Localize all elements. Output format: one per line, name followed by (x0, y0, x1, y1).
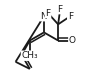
Text: CH₃: CH₃ (21, 51, 38, 60)
Text: F: F (68, 12, 73, 21)
Text: F: F (45, 9, 51, 18)
Text: O: O (69, 36, 76, 45)
Text: N: N (41, 12, 47, 21)
Text: F: F (58, 5, 63, 14)
